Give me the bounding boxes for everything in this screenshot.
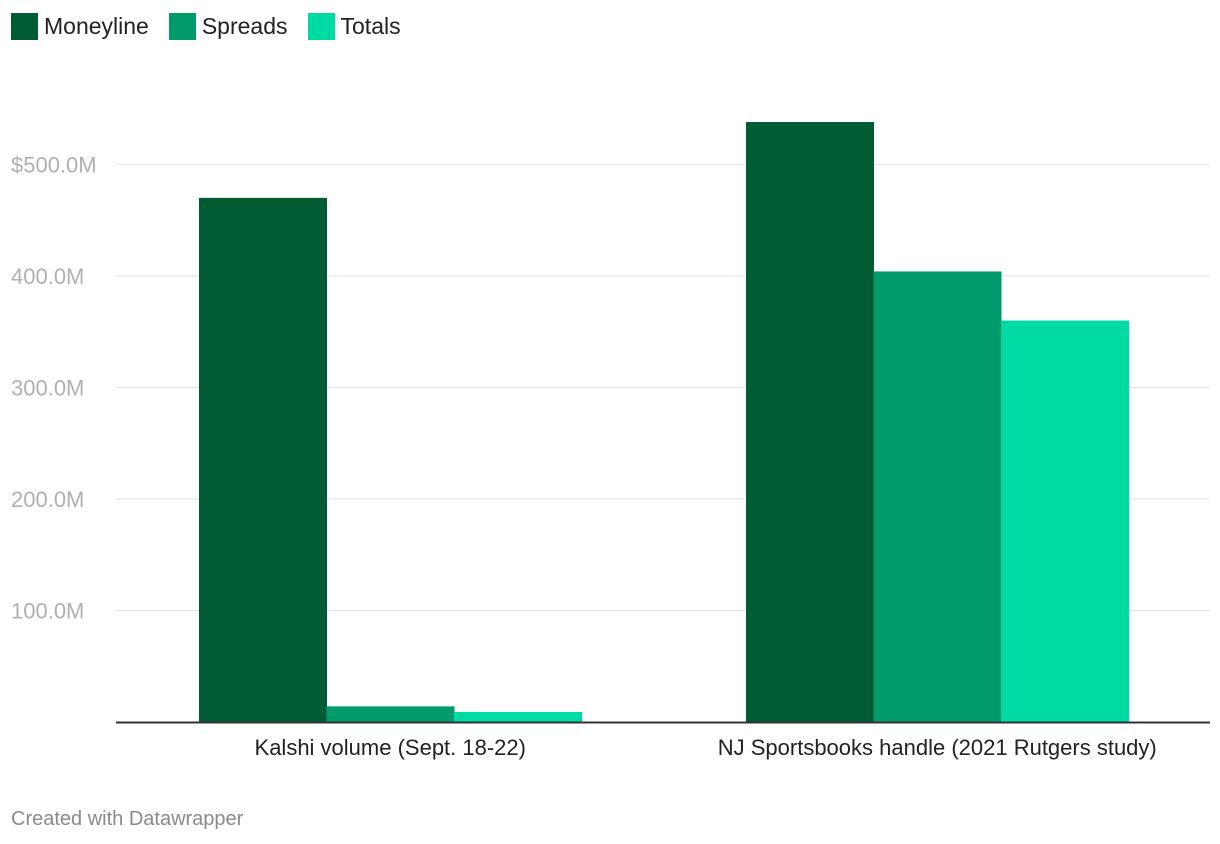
legend-item-moneyline: Moneyline	[11, 13, 149, 40]
bar-moneyline-1	[199, 197, 327, 722]
y-tick-label: $500.0M	[11, 152, 97, 177]
chart-legend: Moneyline Spreads Totals	[11, 13, 401, 40]
legend-label-totals: Totals	[340, 13, 401, 39]
bar-totals-2	[1001, 320, 1129, 722]
y-tick-label: 200.0M	[11, 487, 84, 512]
bar-spreads-1	[326, 706, 455, 722]
y-tick-label: 300.0M	[11, 375, 84, 400]
legend-label-moneyline: Moneyline	[44, 13, 149, 39]
y-tick-label: 100.0M	[11, 598, 84, 623]
y-tick-label: 400.0M	[11, 264, 84, 289]
bar-totals-1	[454, 711, 582, 722]
legend-swatch-moneyline	[11, 13, 38, 40]
legend-swatch-spreads	[168, 13, 196, 40]
legend-item-totals: Totals	[307, 13, 401, 40]
bar-chart: 100.0M 200.0M 300.0M 400.0M $500.0M Kalshi vo…	[11, 122, 1210, 760]
footer-credit: Created with Datawrapper	[11, 808, 244, 830]
x-category-label: Kalshi volume (Sept. 18-22)	[255, 735, 526, 760]
x-category-label: NJ Sportsbooks handle (2021 Rutgers stud…	[718, 735, 1157, 760]
bar-moneyline-2	[746, 122, 874, 722]
legend-swatch-totals	[307, 13, 335, 40]
legend-label-spreads: Spreads	[201, 13, 288, 39]
bar-spreads-2	[873, 271, 1002, 722]
legend-item-spreads: Spreads	[168, 13, 288, 40]
